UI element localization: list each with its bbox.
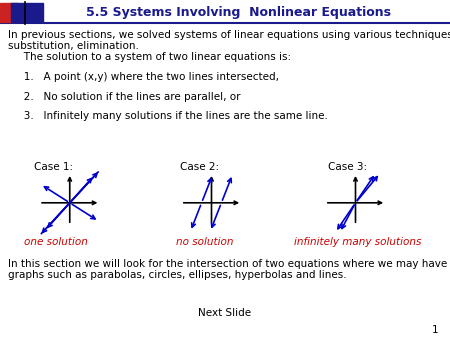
- Text: 2.   No solution if the lines are parallel, or: 2. No solution if the lines are parallel…: [14, 92, 240, 102]
- Text: infinitely many solutions: infinitely many solutions: [294, 237, 422, 247]
- Bar: [11, 3, 43, 22]
- Text: 1.   A point (x,y) where the two lines intersected,: 1. A point (x,y) where the two lines int…: [14, 72, 279, 82]
- Text: one solution: one solution: [24, 237, 88, 247]
- Text: no solution: no solution: [176, 237, 234, 247]
- Text: In previous sections, we solved systems of linear equations using various techni: In previous sections, we solved systems …: [8, 30, 450, 51]
- Text: In this section we will look for the intersection of two equations where we may : In this section we will look for the int…: [8, 259, 447, 280]
- Text: Case 1:: Case 1:: [34, 162, 73, 172]
- Text: 1: 1: [432, 324, 439, 335]
- Text: 5.5 Systems Involving  Nonlinear Equations: 5.5 Systems Involving Nonlinear Equation…: [86, 6, 391, 19]
- Text: The solution to a system of two linear equations is:: The solution to a system of two linear e…: [14, 52, 291, 63]
- Text: Case 3:: Case 3:: [328, 162, 368, 172]
- Text: Next Slide: Next Slide: [198, 308, 252, 318]
- Bar: [0, 3, 18, 22]
- Text: 3.   Infinitely many solutions if the lines are the same line.: 3. Infinitely many solutions if the line…: [14, 111, 328, 121]
- Text: Case 2:: Case 2:: [180, 162, 219, 172]
